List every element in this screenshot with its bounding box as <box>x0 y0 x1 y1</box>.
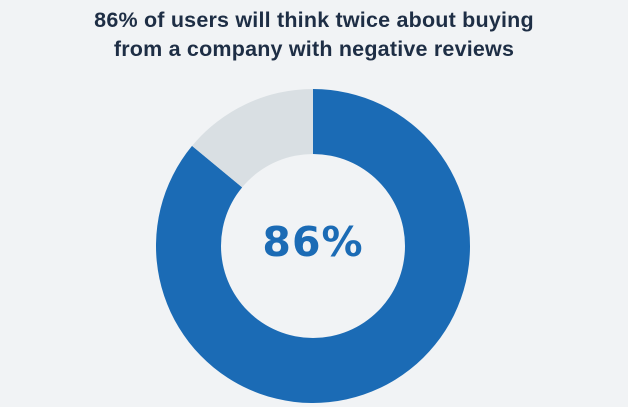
donut-hole <box>221 154 405 338</box>
chart-title-line-2: from a company with negative reviews <box>113 37 515 61</box>
chart-title: 86% of users will think twice about buyi… <box>0 6 628 64</box>
chart-title-line-1: 86% of users will think twice about buyi… <box>94 8 534 32</box>
donut-center-value: 86% <box>262 218 363 266</box>
